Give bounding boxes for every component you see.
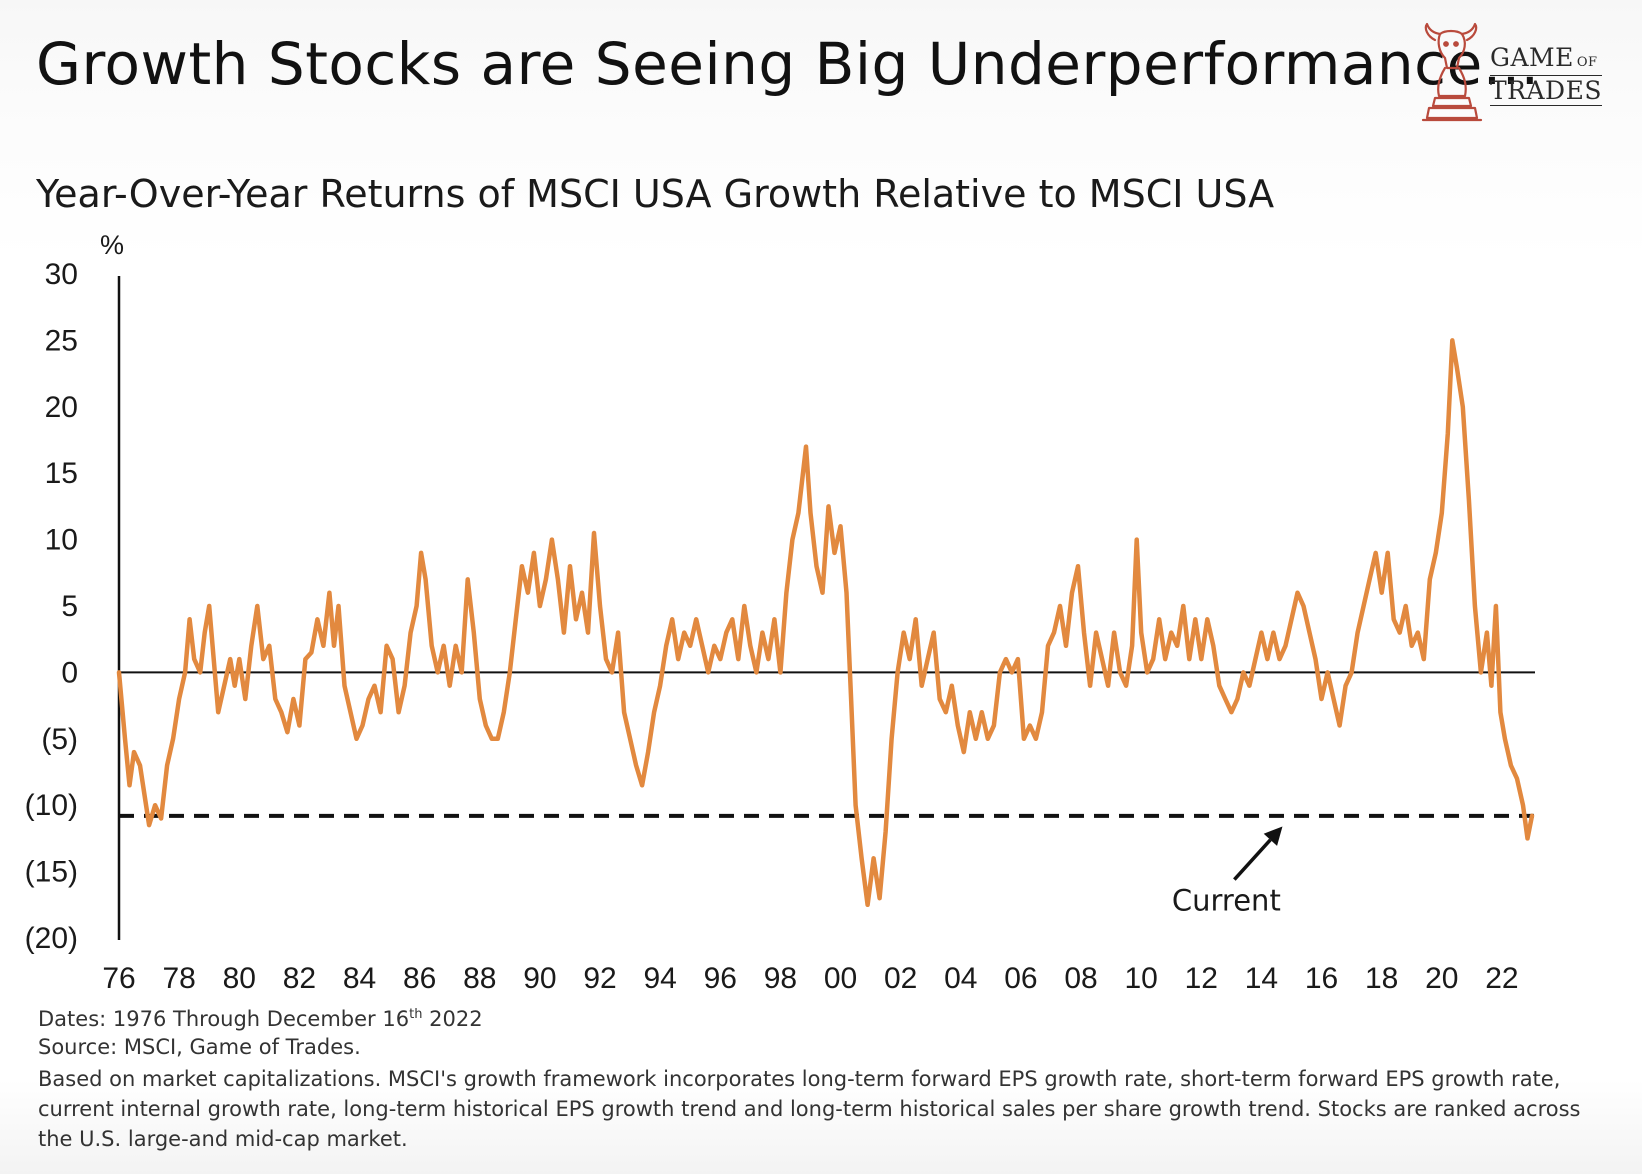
x-tick-label: 86 bbox=[403, 962, 436, 995]
y-tick-label: 30 bbox=[45, 258, 78, 291]
x-tick-label: 78 bbox=[162, 962, 195, 995]
y-tick-label: (20) bbox=[25, 922, 78, 955]
x-tick-label: 02 bbox=[884, 962, 917, 995]
current-annotation: Current bbox=[1172, 884, 1281, 918]
y-tick-label: 10 bbox=[45, 524, 78, 557]
current-arrow bbox=[1233, 838, 1272, 881]
x-tick-label: 00 bbox=[824, 962, 857, 995]
x-tick-label: 94 bbox=[643, 962, 676, 995]
series-line bbox=[116, 338, 1535, 908]
chart: 30 25 20 15 10 5 0 (5) (10) (15) (20) % Current 76… bbox=[25, 230, 1535, 995]
current-arrow-head bbox=[1263, 826, 1283, 846]
y-tick-label: (5) bbox=[41, 723, 78, 756]
y-tick-label: 20 bbox=[45, 391, 78, 424]
x-tick-label: 96 bbox=[704, 962, 737, 995]
x-tick-label: 08 bbox=[1064, 962, 1097, 995]
x-axis-ticks: 76 78 80 82 84 86 88 90 92 94 96 98 00 02 04 06 08 10 12 14… bbox=[102, 962, 1518, 995]
footnote-source: Source: MSCI, Game of Trades. bbox=[38, 1035, 361, 1059]
x-tick-label: 04 bbox=[944, 962, 977, 995]
headline: Growth Stocks are Seeing Big Underperfor… bbox=[36, 30, 1540, 98]
x-tick-label: 22 bbox=[1485, 962, 1518, 995]
y-tick-label: 15 bbox=[45, 457, 78, 490]
x-tick-label: 16 bbox=[1305, 962, 1338, 995]
x-tick-label: 84 bbox=[343, 962, 376, 995]
y-tick-label: (10) bbox=[25, 789, 78, 822]
x-tick-label: 20 bbox=[1425, 962, 1458, 995]
y-axis-unit-label: % bbox=[100, 230, 124, 260]
x-tick-label: 98 bbox=[764, 962, 797, 995]
game-of-trades-logo bbox=[1421, 22, 1483, 122]
x-tick-label: 88 bbox=[463, 962, 496, 995]
y-tick-label: 25 bbox=[45, 324, 78, 357]
x-tick-label: 18 bbox=[1365, 962, 1398, 995]
x-tick-label: 10 bbox=[1124, 962, 1157, 995]
footnote-methodology: Based on market capitalizations. MSCI's … bbox=[38, 1067, 1581, 1151]
chart-title: Year-Over-Year Returns of MSCI USA Growt… bbox=[36, 172, 1275, 216]
x-tick-label: 90 bbox=[523, 962, 556, 995]
y-axis-ticks: 30 25 20 15 10 5 0 (5) (10) (15) (20) bbox=[25, 258, 78, 955]
x-tick-label: 12 bbox=[1185, 962, 1218, 995]
y-tick-label: (15) bbox=[25, 856, 78, 889]
x-tick-label: 92 bbox=[583, 962, 616, 995]
x-tick-label: 14 bbox=[1245, 962, 1278, 995]
x-tick-label: 80 bbox=[223, 962, 256, 995]
logo-wordmark: GAME OF TRADES bbox=[1490, 43, 1602, 106]
x-tick-label: 82 bbox=[283, 962, 316, 995]
x-tick-label: 76 bbox=[102, 962, 135, 995]
y-tick-label: 5 bbox=[61, 590, 78, 623]
y-tick-label: 0 bbox=[61, 656, 78, 689]
bull-knight-icon bbox=[1421, 22, 1483, 122]
footnote-dates: Dates: 1976 Through December 16th 2022 bbox=[38, 1007, 483, 1031]
x-tick-label: 06 bbox=[1004, 962, 1037, 995]
